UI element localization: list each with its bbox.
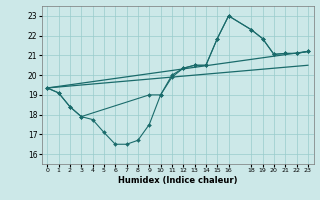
X-axis label: Humidex (Indice chaleur): Humidex (Indice chaleur) <box>118 176 237 185</box>
